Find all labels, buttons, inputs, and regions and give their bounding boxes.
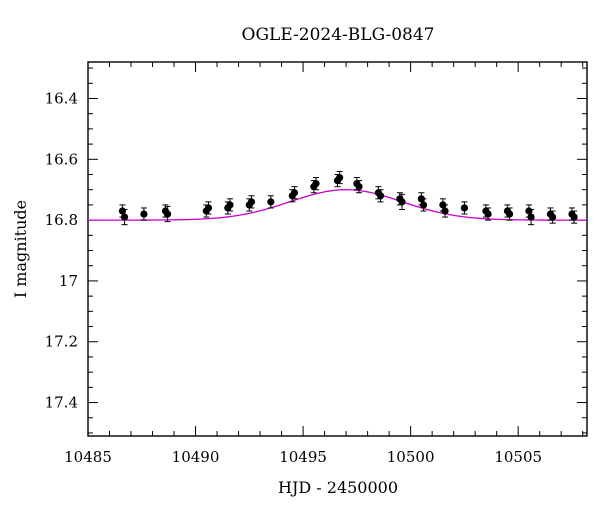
- x-tick-label: 10500: [387, 448, 435, 466]
- data-point: [505, 210, 514, 218]
- data-point: [204, 204, 213, 212]
- data-point: [570, 213, 578, 221]
- plot-frame: [87, 61, 588, 437]
- data-point: [267, 198, 275, 206]
- data-point: [336, 173, 344, 182]
- data-point: [120, 213, 129, 221]
- data-point: [140, 210, 148, 218]
- data-point: [290, 189, 299, 197]
- y-tick-label: 17: [59, 272, 78, 290]
- model-layer: [88, 189, 587, 221]
- x-tick-label: 10490: [172, 448, 220, 466]
- x-tick-label: 10495: [279, 448, 327, 466]
- axis-ticks: [87, 62, 587, 436]
- data-point: [441, 207, 449, 215]
- data-points: [118, 170, 578, 226]
- x-axis-label: HJD - 2450000: [278, 478, 398, 497]
- tick-labels: 10485 10490 10495 10500 10505 16.4 16.6 16.8 17 1…: [45, 89, 542, 466]
- data-point: [527, 213, 535, 221]
- data-point: [376, 192, 385, 200]
- data-point: [484, 210, 492, 218]
- data-point: [247, 198, 256, 206]
- y-tick-label: 17.2: [45, 333, 78, 351]
- data-point: [226, 201, 234, 209]
- chart-title: OGLE-2024-BLG-0847: [242, 25, 435, 45]
- y-axis-label: I magnitude: [11, 200, 30, 298]
- x-tick-label: 10505: [494, 448, 542, 466]
- model-curve: [88, 189, 587, 221]
- y-tick-label: 16.8: [45, 211, 78, 229]
- data-point: [548, 213, 557, 221]
- data-point: [419, 201, 428, 209]
- x-tick-label: 10485: [64, 448, 112, 466]
- plot-area: 10485 10490 10495 10500 10505 16.4 16.6 16.8 17 1…: [45, 61, 588, 466]
- data-point: [163, 210, 172, 218]
- data-point: [312, 180, 320, 188]
- y-tick-label: 17.4: [45, 394, 78, 412]
- y-tick-label: 16.6: [45, 150, 78, 168]
- data-point: [460, 204, 469, 212]
- y-tick-label: 16.4: [45, 89, 78, 107]
- data-point: [355, 183, 363, 191]
- data-point: [398, 198, 406, 206]
